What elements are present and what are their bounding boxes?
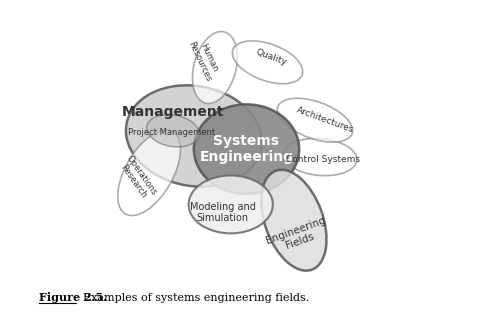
Text: Examples of systems engineering fields.: Examples of systems engineering fields. (76, 293, 310, 303)
Ellipse shape (232, 41, 303, 84)
Ellipse shape (192, 31, 237, 104)
Text: Human
Resources: Human Resources (186, 36, 222, 83)
Ellipse shape (126, 85, 262, 187)
Text: Modeling and
Simulation: Modeling and Simulation (190, 202, 256, 223)
Ellipse shape (194, 104, 299, 194)
Text: Control Systems: Control Systems (286, 155, 360, 164)
Text: Management: Management (122, 105, 224, 119)
Ellipse shape (261, 170, 326, 271)
Text: Project Management: Project Management (128, 127, 215, 136)
Ellipse shape (189, 176, 273, 233)
Ellipse shape (277, 98, 352, 142)
Ellipse shape (118, 130, 180, 215)
Text: Operations
Research: Operations Research (116, 153, 159, 203)
Ellipse shape (283, 138, 357, 176)
Ellipse shape (147, 115, 199, 147)
Text: Quality: Quality (255, 47, 288, 67)
Text: Figure 2.5.: Figure 2.5. (39, 292, 107, 303)
Text: Architectures: Architectures (296, 106, 355, 135)
Text: Systems
Engineering: Systems Engineering (200, 134, 293, 164)
Text: Engineering
Fields: Engineering Fields (265, 215, 331, 257)
